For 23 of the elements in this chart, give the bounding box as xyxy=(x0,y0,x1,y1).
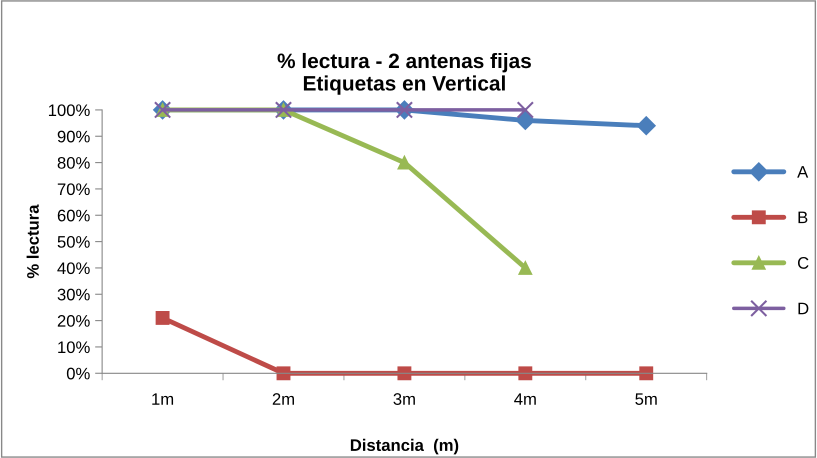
x-tick-label: 2m xyxy=(272,393,294,405)
x-tick-label: 3m xyxy=(393,393,415,405)
chart-title: % lectura - 2 antenas fijas Etiquetas en Vertical xyxy=(278,52,531,95)
legend-label: B xyxy=(798,212,808,224)
legend-label: D xyxy=(798,302,808,314)
y-axis-title: % lectura xyxy=(26,204,39,278)
y-tick-label: 80% xyxy=(58,156,90,169)
y-tick-label: 30% xyxy=(58,288,90,300)
y-tick-label: 50% xyxy=(58,236,90,248)
x-axis-title: Distancia (m) xyxy=(350,438,458,454)
y-tick-label: 60% xyxy=(58,210,90,222)
x-tick-label: 4m xyxy=(514,393,536,405)
y-tick-label: 20% xyxy=(58,315,90,327)
y-tick-label: 70% xyxy=(58,183,90,196)
x-tick-label: 1m xyxy=(152,393,174,405)
y-tick-label: 100% xyxy=(48,104,90,116)
y-tick-label: 40% xyxy=(57,262,90,274)
y-tick-label: 90% xyxy=(58,130,90,142)
y-tick-label: 0% xyxy=(66,368,90,380)
legend-label: A xyxy=(797,166,808,178)
legend-label: C xyxy=(798,257,809,269)
x-tick-label: 5m xyxy=(635,393,657,405)
y-tick-label: 10% xyxy=(58,341,90,354)
